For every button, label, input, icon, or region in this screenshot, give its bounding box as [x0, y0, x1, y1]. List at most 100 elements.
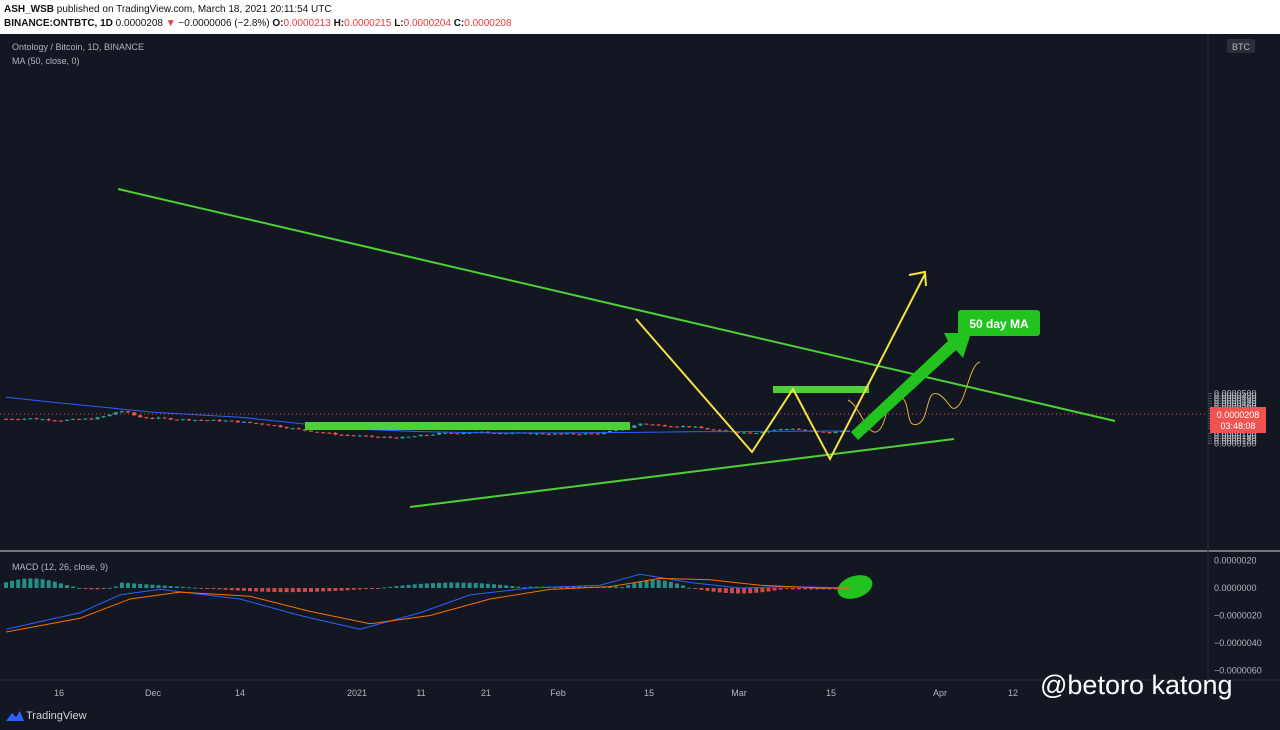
candle-body [614, 429, 618, 431]
candle-body [833, 431, 838, 434]
chart-svg[interactable]: 50 day MA 0.00005000.00004800.00004600.0… [0, 34, 1280, 704]
macd-bar [333, 588, 338, 591]
candle-body [406, 436, 411, 438]
candle-body [559, 433, 564, 435]
candle-body [193, 419, 198, 421]
brand-label[interactable]: TradingView [26, 710, 87, 722]
macd-tick-label: 0.0000020 [1214, 556, 1257, 566]
candle-body [187, 419, 191, 421]
macd-bar [254, 588, 259, 592]
candle-body [113, 412, 118, 415]
time-tick-label: 11 [416, 688, 425, 698]
macd-bar [211, 588, 216, 589]
unit-badge[interactable] [1227, 39, 1255, 53]
macd-bar [345, 588, 350, 591]
candle-body [498, 433, 503, 435]
macd-bar [400, 585, 405, 588]
macd-bar [632, 583, 637, 588]
candle-body [119, 411, 124, 413]
candle-body [821, 431, 826, 433]
candle-body [540, 433, 545, 435]
author-name[interactable]: ASH_WSB [4, 4, 55, 15]
macd-bar [77, 587, 82, 589]
candle-body [601, 432, 606, 435]
current-price-value: 0.0000208 [1217, 410, 1260, 420]
macd-bar [492, 584, 496, 588]
macd-bar [754, 588, 759, 593]
candle-body [241, 421, 246, 423]
candle-body [748, 432, 753, 434]
macd-bar [382, 587, 387, 589]
macd-bar [376, 588, 381, 589]
macd-bar [248, 588, 252, 592]
macd-bar [187, 587, 191, 589]
macd-bar [272, 588, 277, 592]
candle-body [71, 418, 76, 420]
projection-arrowhead [908, 270, 927, 287]
candle-body [101, 416, 106, 418]
support-zone[interactable] [305, 422, 630, 430]
macd-highlight-ellipse[interactable] [834, 571, 875, 603]
candle-body [443, 432, 448, 434]
time-tick-label: 21 [481, 688, 491, 698]
macd-bar [577, 586, 582, 588]
macd-bar [827, 588, 832, 590]
macd-bar [107, 587, 112, 589]
ohlc-row: BINANCE:ONTBTC, 1D 0.0000208 ▼ −0.000000… [4, 17, 512, 31]
candle-body [583, 433, 588, 435]
candle-body [760, 432, 765, 434]
macd-bar [644, 580, 649, 588]
candle-body [595, 433, 600, 435]
macd-bar [199, 588, 204, 589]
symbol-legend: Ontology / Bitcoin, 1D, BINANCE [12, 42, 144, 52]
macd-bar [65, 585, 69, 588]
signal-line [5, 577, 850, 633]
candle-body [144, 417, 149, 419]
macd-histogram [4, 578, 850, 594]
macd-bar [144, 584, 149, 588]
tradingview-logo-icon[interactable] [6, 710, 24, 725]
candle-body [168, 418, 173, 420]
candle-body [736, 432, 740, 434]
candle-body [22, 418, 27, 420]
macd-bar [424, 583, 429, 588]
candle-body [571, 433, 576, 435]
candle-body [449, 432, 454, 434]
resistance-zone[interactable] [773, 386, 869, 393]
candle-body [693, 426, 698, 428]
time-tick-label: 15 [644, 688, 654, 698]
macd-bar [626, 585, 631, 588]
candle-body [345, 434, 350, 436]
macd-bar [479, 583, 484, 588]
macd-bar [705, 588, 710, 591]
descending-trendline[interactable] [117, 188, 1116, 422]
candle-body [217, 419, 222, 422]
ascending-trendline[interactable] [409, 438, 955, 508]
macd-bar [394, 586, 399, 588]
candle-body [370, 435, 374, 437]
price-tick-label: 0.0000480 [1214, 391, 1257, 401]
macd-bar [101, 588, 106, 589]
macd-bar [4, 582, 8, 588]
candle-body [546, 434, 551, 436]
candle-body [28, 418, 33, 420]
chart-frame[interactable]: 50 day MA 0.0000500 0.0000480 0.0000460 0.0… [0, 34, 1280, 704]
pattern-zigzag[interactable] [635, 273, 926, 462]
ma-callout-box[interactable] [958, 310, 1040, 336]
candle-body [302, 429, 307, 431]
macd-bar [412, 584, 417, 588]
candle-body [675, 426, 679, 428]
price-tick-label: 0.0000460 [1214, 394, 1257, 404]
candle-body [565, 433, 570, 435]
macd-axis-labels[interactable]: 0.0000020 0.0000000 −0.0000020 −0.0000040 −0… [1214, 556, 1262, 676]
macd-bar [95, 588, 100, 590]
macd-bar [498, 584, 503, 588]
candle-body [790, 428, 795, 430]
macd-bar [10, 580, 15, 588]
macd-bar [406, 584, 411, 588]
candle-body [296, 428, 301, 430]
macd-bar [742, 588, 747, 594]
time-axis-labels[interactable]: 16 Dec 14 2021 11 21 Feb 15 Mar 15 Apr 12 [54, 688, 1018, 698]
candle-body [711, 429, 716, 431]
macd-bar [370, 588, 374, 589]
